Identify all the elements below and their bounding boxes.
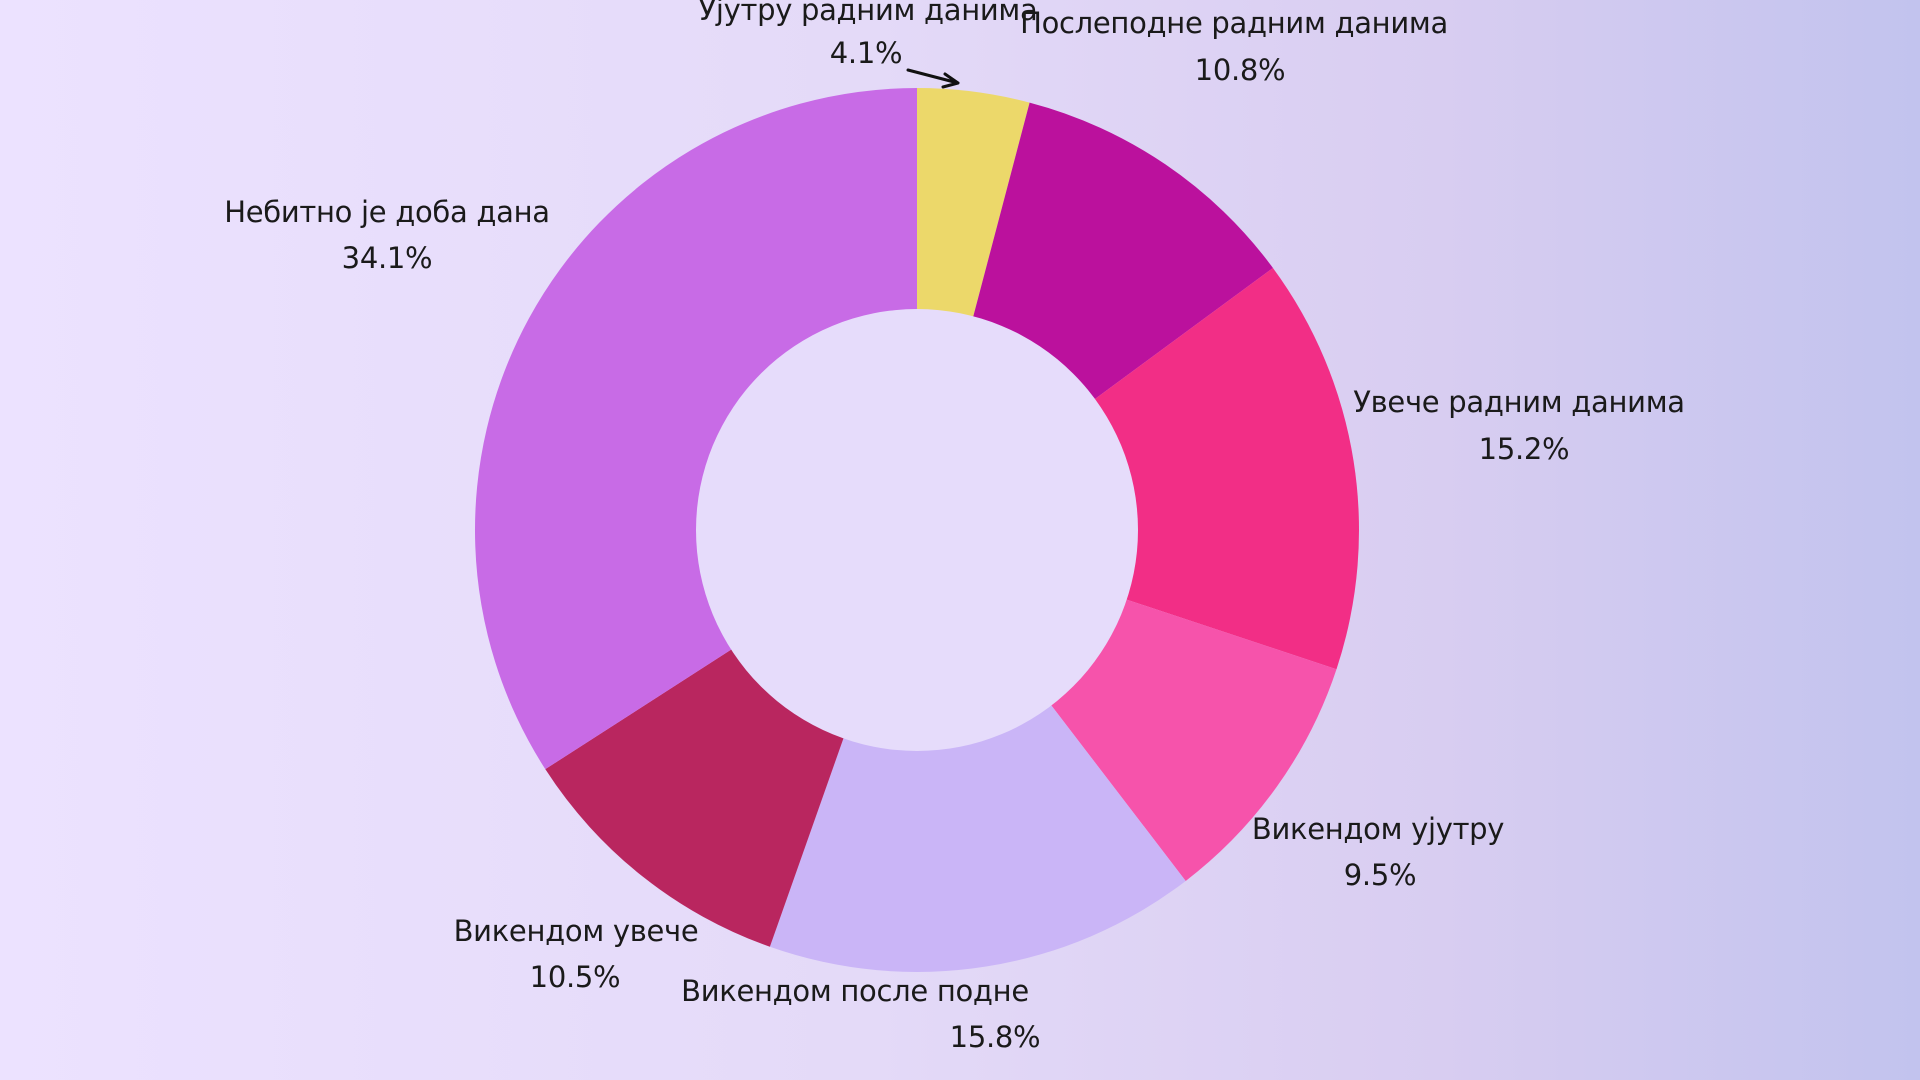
donut-hole (696, 309, 1138, 751)
pie-slice (917, 267, 1359, 670)
slice-value-label: 15.2% (1479, 432, 1570, 466)
leader-arrow (906, 68, 960, 89)
slice-name-label: Послеподне радним данима (1020, 6, 1448, 40)
slice-name-label: Викендом ујутру (1252, 812, 1504, 846)
slice-name-label: Ујутру радним данима (699, 0, 1038, 27)
slice-name-label: Небитно је доба дана (224, 195, 550, 229)
labels-layer: Ујутру радним данима 4.1% Послеподне радни… (224, 0, 1685, 1054)
slice-value-label: 34.1% (342, 241, 433, 275)
slice-name-label: Викендом после подне (681, 974, 1029, 1008)
slice-value-label: 4.1% (830, 36, 902, 70)
slice-value-label: 10.5% (530, 960, 621, 994)
slice-value-label: 9.5% (1344, 858, 1416, 892)
slice-name-label: Увече радним данима (1353, 385, 1685, 419)
slice-value-label: 10.8% (1195, 53, 1286, 87)
pie-slice (769, 530, 1186, 972)
slice-value-label: 15.8% (950, 1020, 1041, 1054)
slice-name-label: Викендом увече (454, 914, 699, 948)
